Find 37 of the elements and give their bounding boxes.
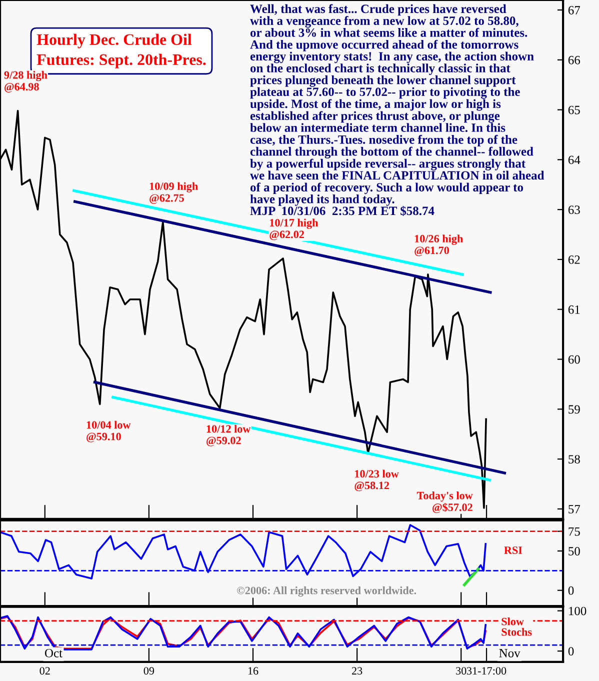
y-tick-label: 50 xyxy=(568,547,580,556)
x-tick-label: 23 xyxy=(352,667,362,675)
annotation: Nov xyxy=(499,649,520,658)
annotation: Slow Stochs xyxy=(502,617,532,636)
y-tick-label: 0 xyxy=(568,647,574,656)
annotation: 9/28 high @64.98 xyxy=(4,70,48,92)
annotation: ©2006: All rights reserved worldwide. xyxy=(237,586,416,597)
y-tick-label: 0 xyxy=(568,586,574,595)
y-tick-label: 60 xyxy=(568,355,580,364)
y-tick-label: 100 xyxy=(569,606,586,616)
annotation: 10/04 low @59.10 xyxy=(86,420,131,442)
text: Well, that was fast... Crude prices have reversed with a vengeance from a new low at 57.02 to 58.80, or about 3% in what seems like a matter of minutes. And the upmove occurred ahead of the tomorrows energy inventory stats! In any case, the action shown on the enclosed chart is technically classic in that prices plunged beneath the lower channel support plateau at 57.60-- to 57.02-- prior to pivoting to the upside. Most of the time, a major low or high is established after prices thrust above, or plunge below an intermediate term channel line. In this case, the Thurs.-Tues. nosedive from the top of the channel through the bottom of the channel-- followed by a powerful upside reversal-- argues strongly that we have seen the FINAL CAPITULATION in oil ahead of a period of recovery. Such a low would appear to have played its hand today. MJP 10/31/06 2:35 PM ET $58.74 xyxy=(250,4,544,216)
y-tick-label: 66 xyxy=(568,56,580,64)
annotation: 10/12 low @59.02 xyxy=(206,424,251,446)
text: Hourly Dec. Crude Oil Futures: Sept. 20th-Pres. xyxy=(36,34,206,68)
x-tick-label: 16 xyxy=(248,667,258,675)
annotation: 10/17 high @62.02 xyxy=(270,218,318,240)
y-tick-label: 65 xyxy=(568,106,580,114)
annotation: Oct xyxy=(44,648,62,658)
x-tick-label: 09 xyxy=(144,667,154,675)
annotation: Today's low @$57.02 xyxy=(416,491,473,514)
y-tick-label: 63 xyxy=(568,206,580,214)
y-tick-label: 75 xyxy=(568,527,580,536)
annotation: 10/26 high @61.70 xyxy=(414,234,463,256)
y-tick-label: 57 xyxy=(568,505,580,514)
x-tick-label: 31-17:00 xyxy=(466,667,506,675)
y-tick-label: 62 xyxy=(568,256,580,264)
y-tick-label: 61 xyxy=(568,305,580,314)
x-tick-label: 30 xyxy=(456,667,466,675)
annotation: 10/09 high @62.75 xyxy=(150,182,198,204)
annotation: 10/23 low @58.12 xyxy=(354,470,399,492)
x-tick-label: 02 xyxy=(40,667,50,675)
y-tick-label: 58 xyxy=(568,455,580,464)
y-tick-label: 59 xyxy=(568,405,580,414)
y-tick-label: 64 xyxy=(568,156,580,164)
y-tick-label: 67 xyxy=(568,6,580,14)
annotation: RSI xyxy=(504,546,522,554)
